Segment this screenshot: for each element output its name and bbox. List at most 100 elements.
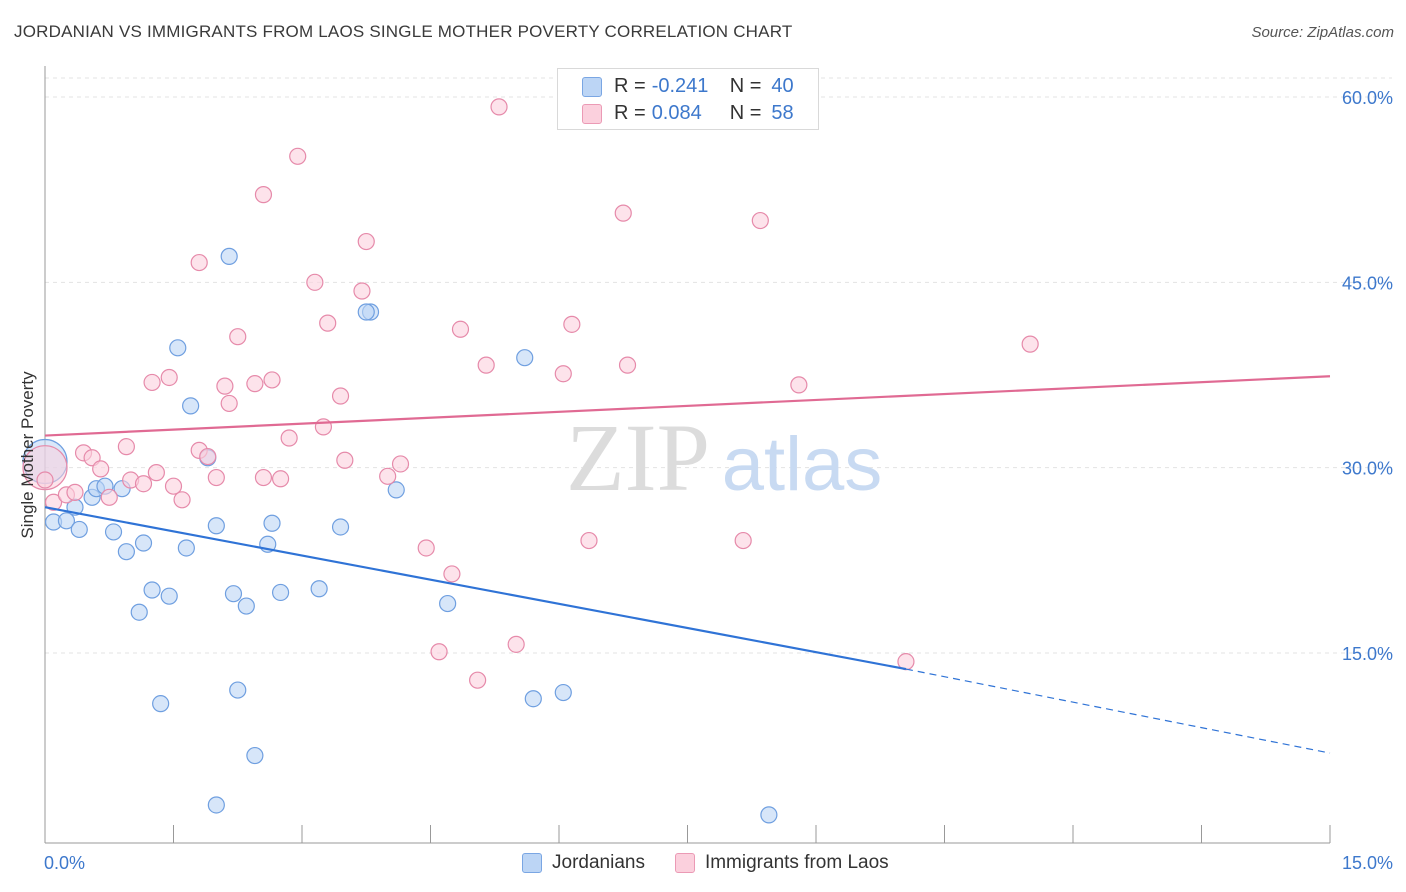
point-laos (134, 475, 153, 493)
point-laos (229, 328, 247, 346)
legend-n-value: 40 (771, 75, 794, 97)
x-tick-label: 15.0% (1342, 853, 1393, 873)
point-laos (319, 314, 337, 332)
watermark-zip: ZIP (566, 404, 710, 511)
point-laos (580, 531, 598, 550)
point-laos (790, 376, 808, 394)
point-laos (379, 467, 397, 485)
point-jordanians (169, 339, 187, 357)
point-laos (216, 377, 234, 395)
point-jordanians (237, 597, 255, 615)
point-laos (554, 365, 572, 383)
point-laos (507, 635, 525, 653)
point-laos (254, 468, 273, 487)
y-tick-label: 30.0% (1342, 459, 1393, 479)
trend-lines (44, 375, 1331, 754)
y-tick-label: 60.0% (1342, 88, 1393, 108)
point-laos (207, 468, 225, 487)
y-tick-label: 15.0% (1342, 644, 1393, 664)
trend-line-laos (44, 375, 1331, 437)
watermark-atlas: atlas (722, 422, 883, 507)
point-laos (1021, 335, 1039, 353)
trend-line-jordanians-extrapolated (905, 668, 1331, 754)
point-jordanians (271, 583, 290, 602)
point-laos (477, 356, 495, 374)
point-jordanians (134, 534, 153, 552)
point-laos (734, 531, 752, 550)
legend-label-jordanians: Jordanians (552, 852, 645, 873)
point-laos (246, 375, 264, 393)
legend-n-label: N = (729, 75, 762, 97)
legend-r-value: 0.084 (651, 102, 702, 124)
point-laos (117, 438, 135, 456)
point-laos (220, 394, 238, 413)
point-jordanians (310, 580, 328, 598)
point-laos (44, 493, 63, 511)
point-jordanians (760, 806, 778, 824)
data-points (22, 98, 1039, 824)
legend-swatch-laos (674, 853, 695, 873)
point-jordanians (130, 603, 148, 621)
point-jordanians (117, 543, 135, 561)
point-jordanians (207, 517, 225, 535)
point-laos (66, 483, 84, 501)
point-laos (36, 471, 54, 489)
point-laos (271, 470, 290, 488)
point-laos (199, 447, 217, 466)
point-laos (173, 491, 191, 509)
tick-labels: 15.0% 30.0% 45.0% 60.0% 0.0% 15.0% (44, 88, 1393, 873)
x-tick-label: 0.0% (44, 853, 85, 873)
point-jordanians (152, 695, 170, 713)
point-laos (614, 204, 632, 222)
legend-r-label: R = (614, 102, 646, 124)
point-jordanians (177, 539, 195, 557)
point-jordanians (220, 247, 238, 265)
chart-title: JORDANIAN VS IMMIGRANTS FROM LAOS SINGLE… (14, 22, 793, 41)
legend-item-laos: Immigrants from Laos (674, 852, 889, 874)
point-laos (289, 147, 307, 165)
series-legend: Jordanians Immigrants from Laos (522, 852, 919, 874)
legend-n-label: N = (729, 102, 762, 124)
point-jordanians (57, 512, 76, 530)
point-jordanians (224, 585, 243, 603)
point-jordanians (439, 594, 457, 613)
y-tick-label: 45.0% (1342, 273, 1393, 293)
point-laos (254, 186, 273, 204)
point-jordanians (160, 587, 178, 605)
point-jordanians (246, 746, 264, 765)
grid-lines (45, 77, 1392, 654)
point-laos (280, 429, 298, 447)
point-laos (618, 356, 637, 374)
legend-label-laos: Immigrants from Laos (704, 852, 889, 873)
point-laos (430, 643, 448, 661)
legend-item-jordanians: Jordanians (522, 852, 645, 874)
point-laos (92, 460, 110, 478)
point-jordanians (70, 520, 88, 539)
point-laos (22, 445, 68, 491)
point-jordanians (207, 796, 225, 814)
legend-swatch-jordanians (522, 853, 542, 873)
point-laos (353, 282, 371, 300)
watermark: ZIP atlas (566, 404, 882, 511)
point-jordanians (229, 681, 247, 699)
point-jordanians (263, 514, 281, 532)
point-jordanians (182, 397, 200, 415)
point-laos (563, 315, 581, 333)
point-laos (357, 232, 375, 251)
point-jordanians (104, 523, 123, 541)
point-laos (314, 418, 333, 436)
stats-legend: R = -0.241 N = 40 R = 0.084 N = 58 (557, 68, 819, 130)
point-jordanians (387, 481, 405, 499)
point-laos (451, 320, 470, 338)
point-laos (306, 273, 324, 291)
point-laos (417, 539, 435, 557)
source-label: Source: ZipAtlas.com (1251, 24, 1394, 41)
point-jordanians (357, 303, 375, 321)
y-axis-label: Single Mother Poverty (18, 371, 37, 539)
point-laos (751, 211, 769, 230)
point-laos (190, 253, 208, 272)
point-jordanians (331, 518, 350, 536)
point-laos (490, 98, 508, 116)
point-laos (100, 488, 118, 506)
